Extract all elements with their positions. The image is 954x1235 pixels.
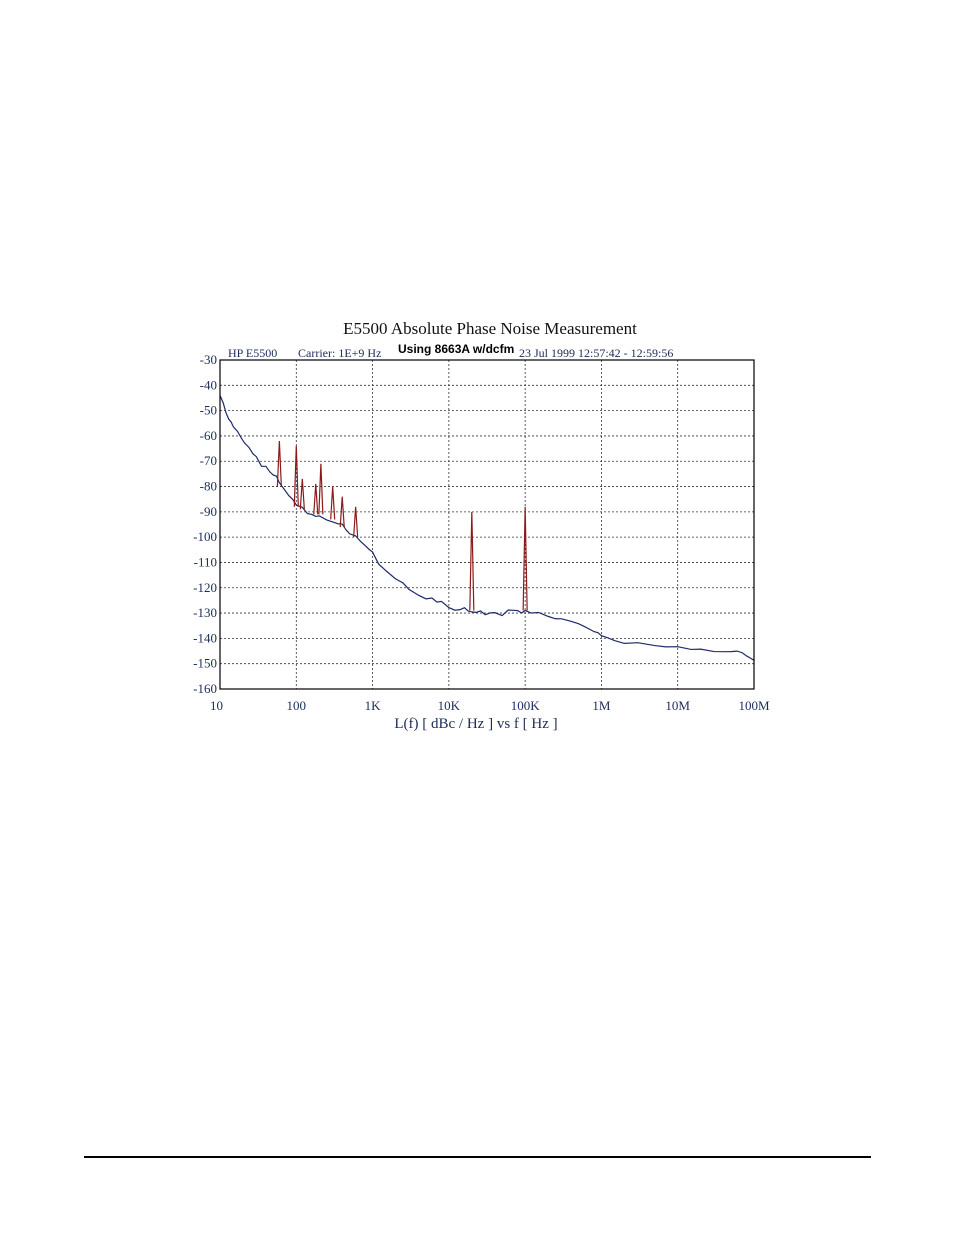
- y-tick-label: -100: [193, 529, 217, 544]
- x-tick-label: 1M: [592, 698, 611, 713]
- x-tick-label: 10K: [438, 698, 461, 713]
- header-instrument: HP E5500: [228, 346, 277, 360]
- spur-line: [353, 506, 359, 538]
- y-tick-label: -120: [193, 580, 217, 595]
- x-axis-label: L(f) [ dBc / Hz ] vs f [ Hz ]: [394, 716, 557, 732]
- x-tick-label: 100K: [511, 698, 541, 713]
- header-note: Using 8663A w/dcfm: [398, 342, 514, 356]
- y-tick-label: -160: [193, 681, 217, 696]
- spur-markers: [276, 440, 528, 611]
- y-tick-label: -50: [200, 403, 217, 418]
- y-tick-label: -40: [200, 377, 217, 392]
- header-carrier: Carrier: 1E+9 Hz: [298, 346, 381, 360]
- y-tick-label: -130: [193, 605, 217, 620]
- x-tick-label: 10M: [665, 698, 690, 713]
- y-axis-ticks: -30 -40 -50 -60 -70 -80 -90 -100 -110 -120 -130 -14…: [193, 352, 217, 696]
- y-tick-label: -140: [193, 630, 217, 645]
- y-tick-label: -70: [200, 453, 217, 468]
- grid-lines: [219, 359, 755, 690]
- spur-line: [339, 496, 345, 528]
- spur-line: [293, 446, 299, 507]
- spur-line: [469, 511, 475, 611]
- x-tick-label: 100M: [738, 698, 770, 713]
- y-tick-label: -80: [200, 479, 217, 494]
- footer-rule: [84, 1156, 871, 1158]
- x-tick-label: 10: [210, 698, 223, 713]
- spur-line: [276, 440, 282, 487]
- spur-line: [318, 463, 324, 515]
- x-axis-ticks: 10 100 1K 10K 100K 1M 10M 100M: [210, 698, 770, 713]
- spur-line: [330, 486, 336, 520]
- series-line: [219, 395, 755, 661]
- chart-title: E5500 Absolute Phase Noise Measurement: [343, 319, 637, 338]
- y-tick-label: -30: [200, 352, 217, 367]
- x-tick-label: 100: [287, 698, 307, 713]
- series-traces: [219, 395, 755, 661]
- y-tick-label: -60: [200, 428, 217, 443]
- x-tick-label: 1K: [365, 698, 382, 713]
- plot-frame: [219, 359, 755, 690]
- spur-line: [313, 483, 319, 515]
- spur-line: [299, 478, 305, 510]
- y-tick-label: -110: [194, 554, 217, 569]
- y-tick-label: -90: [200, 504, 217, 519]
- y-tick-label: -150: [193, 656, 217, 671]
- spur-line: [522, 506, 528, 611]
- header-timestamp: 23 Jul 1999 12:57:42 - 12:59:56: [519, 346, 673, 360]
